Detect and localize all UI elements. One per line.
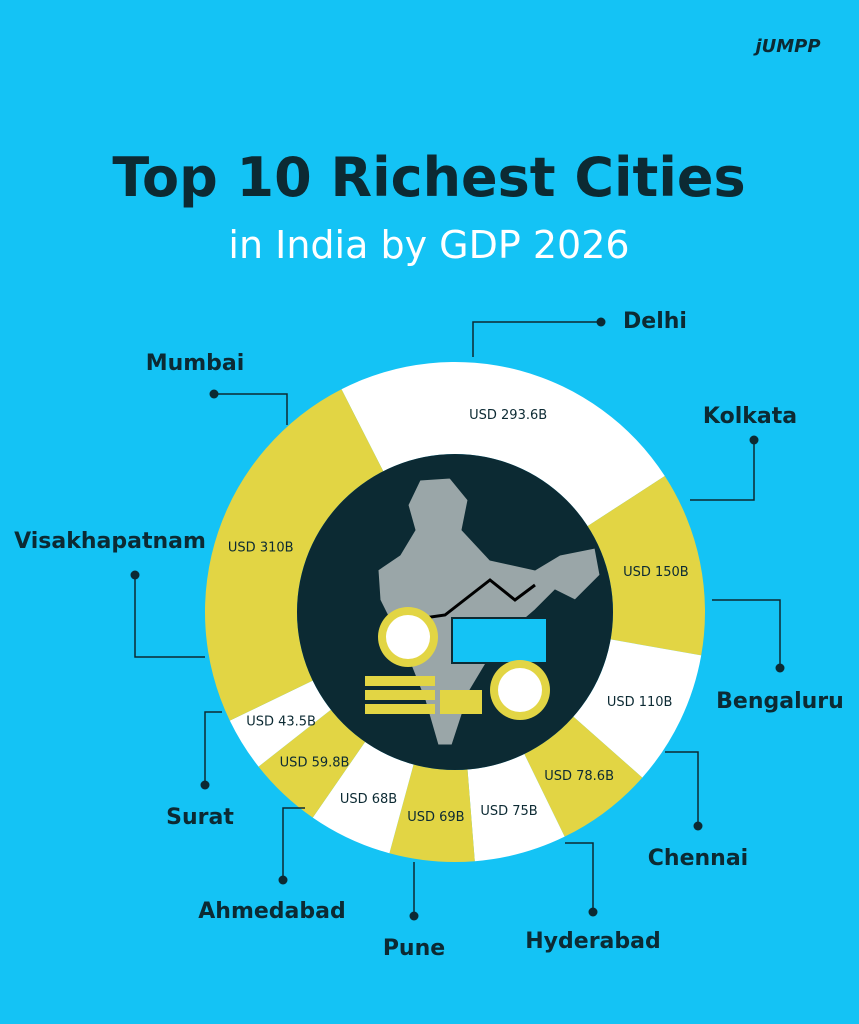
leader-dot <box>775 663 785 673</box>
value-label: USD 43.5B <box>246 715 316 730</box>
trend-arrow <box>409 578 536 622</box>
value-label: USD 68B <box>340 792 397 807</box>
banknote <box>451 617 548 664</box>
value-label: USD 69B <box>407 810 464 825</box>
leader-dot <box>749 435 759 445</box>
donut-segment <box>573 639 702 778</box>
value-label: USD 75B <box>480 804 537 819</box>
donut-segment <box>524 716 643 837</box>
leader-line <box>690 440 755 501</box>
leader-dot <box>588 907 598 917</box>
leader-dot <box>278 875 288 885</box>
leader-dot <box>209 389 219 399</box>
value-label: USD 310B <box>228 541 294 556</box>
leader-line <box>712 599 781 668</box>
city-label: Visakhapatnam <box>14 529 206 554</box>
leader-dot <box>596 317 606 327</box>
donut: USD 293.6B USD 150B USD 110B USD 78.6B USD 7… <box>204 361 706 863</box>
value-label: USD 293.6B <box>469 408 547 423</box>
leader-line <box>134 575 205 658</box>
city-label: Ahmedabad <box>198 899 345 924</box>
chart-subtitle: in India by GDP 2026 <box>228 223 629 267</box>
coin-stack <box>440 690 482 714</box>
donut-segment <box>258 709 366 818</box>
donut-segment <box>341 361 665 527</box>
coin-face <box>498 668 542 712</box>
center-illustration <box>297 454 613 770</box>
city-label: Hyderabad <box>525 929 660 954</box>
donut-segment <box>389 764 475 863</box>
city-label: Mumbai <box>146 351 245 376</box>
value-label: USD 78.6B <box>544 769 614 784</box>
city-label: Bengaluru <box>716 689 844 714</box>
value-label: USD 59.8B <box>280 755 350 770</box>
leader-dot <box>130 570 140 580</box>
donut-segment <box>204 389 384 721</box>
coin-face <box>386 615 430 659</box>
city-label: Kolkata <box>703 404 797 429</box>
leader-line <box>204 711 222 785</box>
city-label: Pune <box>383 936 445 961</box>
coin-stack <box>365 704 435 714</box>
leader-line <box>282 807 305 880</box>
donut-segment <box>467 753 565 862</box>
city-label: Surat <box>166 805 234 830</box>
city-label: Chennai <box>648 846 748 871</box>
leader-line <box>472 321 601 357</box>
brand-logo: jUMPP <box>752 36 820 57</box>
leader-dot <box>693 821 703 831</box>
leader-dot <box>409 911 419 921</box>
leader-line <box>665 751 699 826</box>
leader-line <box>214 393 288 425</box>
value-label: USD 150B <box>623 565 689 580</box>
chart-title: Top 10 Richest Cities <box>112 146 745 209</box>
coin-stack <box>365 690 435 700</box>
value-label: USD 110B <box>607 695 673 710</box>
leader-line <box>565 842 594 912</box>
donut-segment <box>312 741 414 854</box>
coin-stack <box>365 676 435 686</box>
donut-segment <box>229 680 331 767</box>
leader-dot <box>200 780 210 790</box>
city-labels: Delhi Kolkata Bengaluru Chennai Hyderabad Pun… <box>14 309 844 961</box>
city-label: Delhi <box>623 309 687 334</box>
donut-segment <box>587 476 706 656</box>
